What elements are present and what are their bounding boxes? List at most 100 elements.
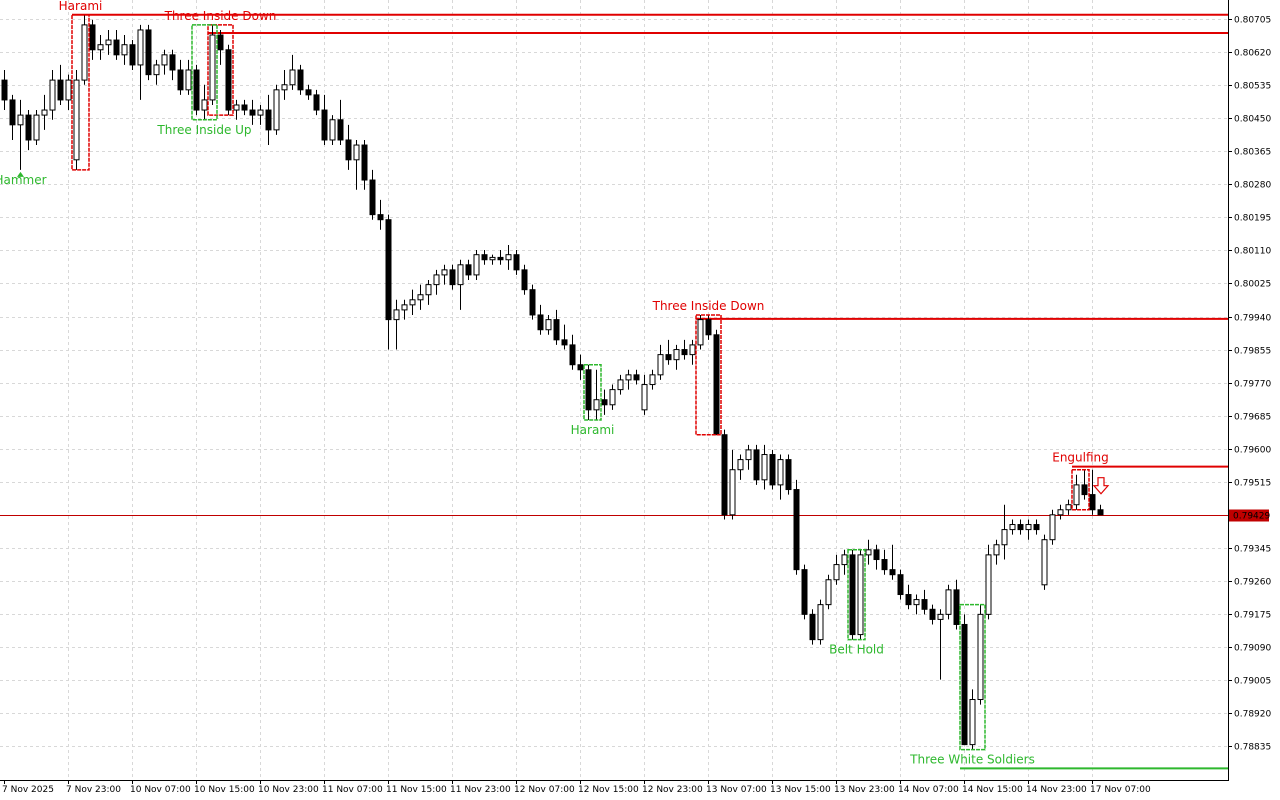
candle-body [121, 44, 128, 56]
y-tick-label: 0.79685 [1234, 413, 1271, 423]
candle-body [329, 119, 336, 141]
y-tick-label: 0.78920 [1234, 710, 1271, 720]
candle-body [529, 289, 536, 316]
candle-body [673, 349, 680, 361]
y-tick-label: 0.80110 [1234, 247, 1271, 257]
candle-body [913, 599, 920, 606]
y-tick-label: 0.79090 [1234, 644, 1271, 654]
candle-body [193, 69, 200, 111]
candle-body [1, 79, 8, 101]
y-tick-label: 0.78835 [1234, 743, 1271, 753]
candle-body [865, 549, 872, 556]
candle-body [1097, 509, 1104, 516]
candle-body [601, 399, 608, 406]
candle-body [113, 39, 120, 56]
candle-body [369, 179, 376, 216]
candle-body [1065, 504, 1072, 511]
candle-body [1001, 529, 1008, 546]
candle-body [65, 79, 72, 101]
pattern-box [959, 603, 986, 751]
candle-body [937, 613, 944, 620]
candle-body [873, 549, 880, 561]
candle-body [233, 104, 240, 111]
x-tick-label: 7 Nov 2025 [2, 785, 54, 795]
candle-body [889, 569, 896, 576]
x-tick-label: 10 Nov 15:00 [194, 785, 255, 795]
candle-body [817, 604, 824, 641]
candle-body [961, 623, 968, 746]
candle-body [649, 374, 656, 386]
y-tick-label: 0.80195 [1234, 214, 1271, 224]
x-tick-label: 12 Nov 07:00 [514, 785, 575, 795]
y-tick-label: 0.79770 [1234, 380, 1271, 390]
pattern-label: Three Inside Down [164, 9, 277, 23]
candle-body [1057, 509, 1064, 516]
candle-body [681, 349, 688, 356]
y-tick-label: 0.80450 [1234, 115, 1271, 125]
candle-body [49, 79, 56, 111]
x-tick-label: 10 Nov 23:00 [258, 785, 319, 795]
candle-body [473, 254, 480, 276]
x-tick-label: 11 Nov 23:00 [450, 785, 511, 795]
candle-body [201, 99, 208, 111]
candle-body [177, 69, 184, 91]
candle-body [849, 554, 856, 636]
candle-body [857, 554, 864, 636]
last-price-box [1229, 509, 1269, 522]
candle-body [425, 284, 432, 296]
candle-body [297, 69, 304, 91]
pattern-levels [0, 13, 1228, 770]
x-tick-label: 17 Nov 07:00 [1090, 785, 1151, 795]
candle-body [225, 49, 232, 111]
candle-body [977, 613, 984, 701]
candle-body [993, 544, 1000, 556]
pattern-box [191, 24, 218, 121]
candle-body [545, 319, 552, 331]
pattern-label: Engulfing [1052, 451, 1109, 465]
candle-body [169, 54, 176, 71]
x-tick-label: 13 Nov 15:00 [770, 785, 831, 795]
candle-body [625, 374, 632, 381]
candle-body [833, 564, 840, 581]
candle-body [825, 579, 832, 606]
candle-body [249, 109, 256, 116]
candle-body [897, 574, 904, 596]
candle-body [809, 613, 816, 641]
candle-body [401, 304, 408, 311]
candle-body [1049, 514, 1056, 541]
candle-body [337, 119, 344, 141]
x-tick-label: 13 Nov 07:00 [706, 785, 767, 795]
candle-body [1041, 539, 1048, 586]
candle-body [145, 29, 152, 76]
y-tick-label: 0.79260 [1234, 578, 1271, 588]
pattern-label: Harami [59, 0, 103, 13]
candle-body [137, 29, 144, 66]
candle-body [41, 109, 48, 116]
arrow-down [1092, 477, 1110, 495]
candle-body [465, 264, 472, 276]
candle-body [617, 379, 624, 391]
candle-body [689, 344, 696, 356]
candle-body [305, 89, 312, 96]
y-tick-label: 0.80025 [1234, 280, 1271, 290]
candle-body [449, 269, 456, 286]
candle-body [417, 294, 424, 301]
candle-body [393, 309, 400, 321]
x-tick-label: 10 Nov 07:00 [130, 785, 191, 795]
candle-body [9, 99, 16, 126]
candle-body [721, 434, 728, 516]
candle-body [57, 79, 64, 101]
arrow-up [17, 171, 24, 177]
annotations: Hammer Harami Three Inside Down Three Insid… [0, 0, 1110, 767]
candle-body [553, 319, 560, 341]
candle-body [105, 39, 112, 46]
pattern-label: Three White Soldiers [909, 753, 1035, 767]
candle-body [489, 256, 496, 261]
candle-body [737, 459, 744, 471]
candle-body [1081, 484, 1088, 496]
x-tick-label: 12 Nov 15:00 [578, 785, 639, 795]
candle-body [705, 319, 712, 336]
y-tick-label: 0.79855 [1234, 347, 1271, 357]
